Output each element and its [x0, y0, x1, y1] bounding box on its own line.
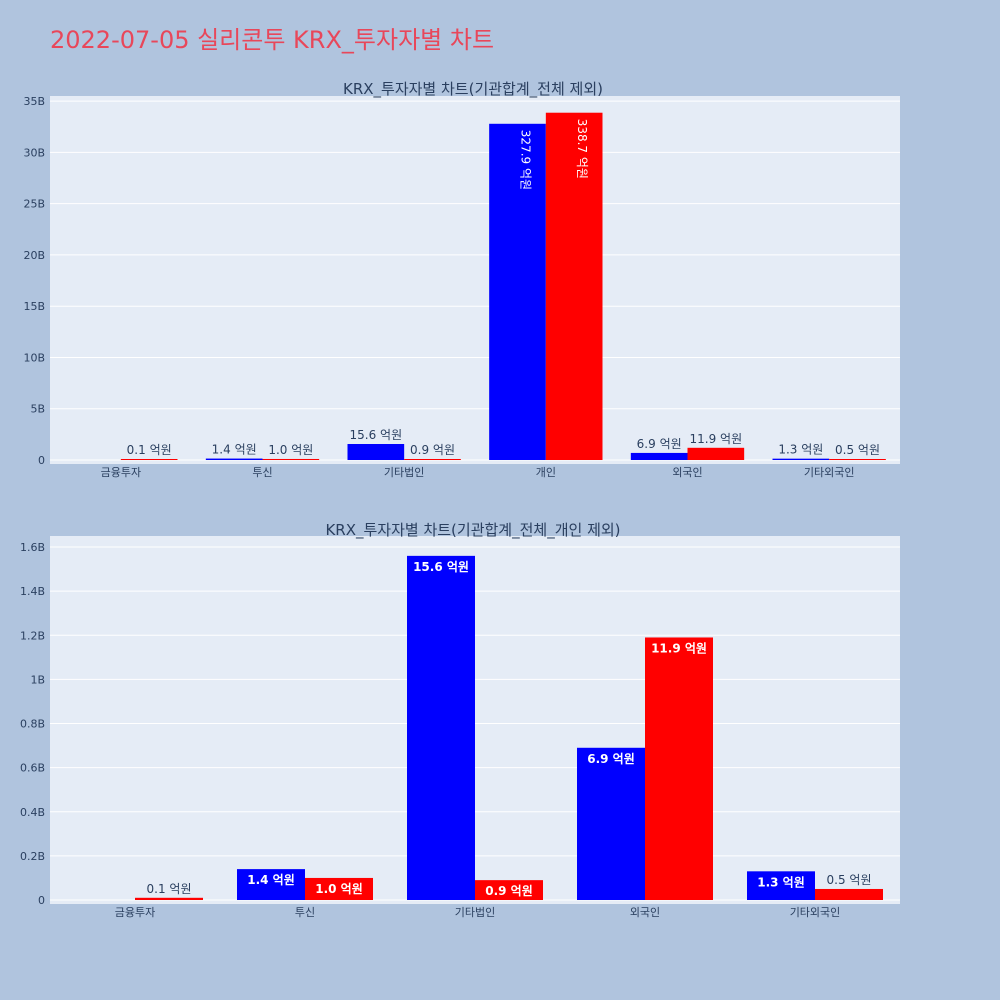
bar-red	[262, 458, 320, 460]
y-tick-label: 0.4B	[20, 806, 45, 819]
data-label: 11.9 억원	[690, 432, 743, 446]
y-tick-label: 35B	[23, 95, 45, 108]
bar-blue	[237, 869, 305, 900]
y-tick-label: 0.2B	[20, 850, 45, 863]
bar-blue	[407, 555, 475, 900]
y-tick-label: 30B	[23, 146, 45, 159]
x-tick-label: 기타법인	[384, 466, 424, 479]
bar-blue	[772, 458, 830, 460]
data-label: 1.0 억원	[315, 882, 363, 896]
y-tick-label: 5B	[30, 403, 45, 416]
data-label: 6.9 억원	[637, 437, 682, 451]
bar-red	[829, 459, 886, 460]
y-tick-label: 20B	[23, 249, 45, 262]
y-tick-label: 25B	[23, 198, 45, 211]
bar-red	[404, 459, 461, 460]
data-label: 0.1 억원	[147, 882, 192, 896]
bar-red	[545, 112, 603, 460]
bar-red	[135, 897, 203, 900]
data-label: 11.9 억원	[651, 641, 707, 655]
data-label: 0.5 억원	[827, 873, 872, 887]
x-tick-label: 기타외국인	[790, 906, 841, 919]
data-label: 0.5 억원	[835, 443, 880, 457]
y-tick-label: 1.4B	[20, 585, 45, 598]
y-tick-label: 1.6B	[20, 541, 45, 554]
data-label: 15.6 억원	[413, 560, 469, 574]
bar-red	[475, 880, 543, 900]
bar-red	[305, 877, 373, 900]
data-label: 1.3 억원	[757, 875, 805, 889]
data-label: 1.3 억원	[778, 443, 823, 457]
data-label: 1.4 억원	[247, 873, 295, 887]
y-tick-label: 0	[38, 454, 45, 467]
data-label: 0.9 억원	[485, 884, 533, 898]
bar-blue	[347, 444, 405, 460]
x-tick-label: 기타외국인	[804, 466, 855, 479]
bar-red	[815, 888, 883, 900]
plot-area-top	[50, 96, 900, 464]
y-tick-label: 10B	[23, 351, 45, 364]
bar-blue	[489, 123, 546, 460]
chart-title-top: KRX_투자자별 차트(기관합계_전체 제외)	[343, 80, 603, 99]
bar-red	[120, 459, 178, 460]
bar-red	[687, 447, 745, 460]
data-label: 1.4 억원	[212, 443, 257, 457]
bar-red	[645, 637, 713, 900]
data-label: 1.0 억원	[268, 443, 313, 457]
y-tick-label: 0.8B	[20, 718, 45, 731]
x-tick-label: 개인	[536, 466, 556, 479]
bar-blue	[630, 452, 688, 460]
data-label: 15.6 억원	[350, 428, 403, 442]
x-tick-label: 투신	[295, 906, 315, 919]
x-tick-label: 외국인	[630, 906, 660, 919]
x-tick-label: 금융투자	[115, 906, 155, 919]
data-label: 327.9 억원	[519, 130, 533, 190]
x-tick-label: 외국인	[672, 466, 702, 479]
y-tick-label: 0	[38, 894, 45, 907]
x-tick-label: 투신	[252, 466, 272, 479]
data-label: 0.9 억원	[410, 443, 455, 457]
y-tick-label: 0.6B	[20, 762, 45, 775]
page-title: 2022-07-05 실리콘투 KRX_투자자별 차트	[50, 26, 494, 54]
chart-panel-top: KRX_투자자별 차트(기관합계_전체 제외) 0 5B 10B 15B 20B 25B 3…	[23, 80, 900, 479]
data-label: 6.9 억원	[587, 752, 635, 766]
y-tick-label: 1B	[30, 673, 45, 686]
y-tick-label: 1.2B	[20, 629, 45, 642]
data-label: 0.1 억원	[127, 443, 172, 457]
data-label: 338.7 억원	[575, 119, 589, 179]
bar-blue	[577, 747, 645, 900]
bar-blue	[205, 458, 263, 460]
x-tick-label: 금융투자	[101, 466, 141, 479]
chart-title-bottom: KRX_투자자별 차트(기관합계_전체_개인 제외)	[325, 521, 620, 540]
x-tick-label: 기타법인	[455, 906, 495, 919]
y-tick-label: 15B	[23, 300, 45, 313]
bar-blue	[747, 871, 815, 900]
chart-panel-bottom: KRX_투자자별 차트(기관합계_전체_개인 제외) 0 0.2B 0.4B 0.6B…	[20, 521, 900, 919]
